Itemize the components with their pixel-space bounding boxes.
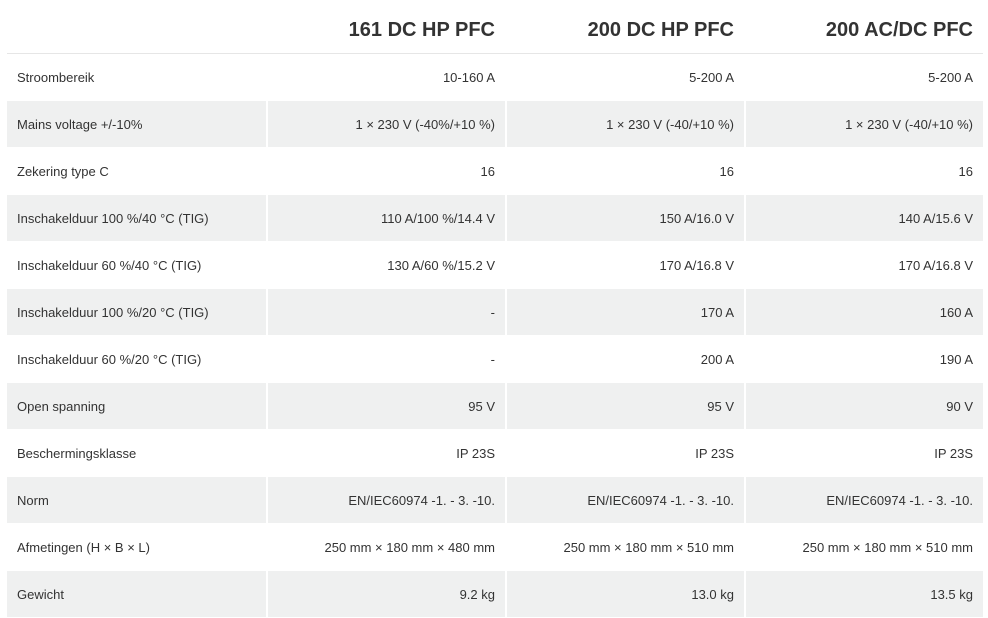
cell-value: 1 × 230 V (-40/+10 %)	[744, 101, 983, 148]
row-label: Gewicht	[7, 571, 266, 618]
header-row: 161 DC HP PFC 200 DC HP PFC 200 AC/DC PF…	[7, 8, 983, 54]
table-header: 161 DC HP PFC 200 DC HP PFC 200 AC/DC PF…	[7, 8, 983, 54]
row-label: Afmetingen (H × B × L)	[7, 524, 266, 571]
table-row: Norm EN/IEC60974 -1. - 3. -10. EN/IEC609…	[7, 477, 983, 524]
table-row: Mains voltage +/-10% 1 × 230 V (-40%/+10…	[7, 101, 983, 148]
cell-value: 9.2 kg	[266, 571, 505, 618]
cell-value: 190 A	[744, 336, 983, 383]
row-label: Zekering type C	[7, 148, 266, 195]
cell-value: IP 23S	[266, 430, 505, 477]
cell-value: 5-200 A	[505, 54, 744, 101]
cell-value: 160 A	[744, 289, 983, 336]
table-row: Open spanning 95 V 95 V 90 V	[7, 383, 983, 430]
cell-value: 1 × 230 V (-40/+10 %)	[505, 101, 744, 148]
row-label: Inschakelduur 60 %/20 °C (TIG)	[7, 336, 266, 383]
row-label: Norm	[7, 477, 266, 524]
header-model-200-dc-hp-pfc: 200 DC HP PFC	[505, 8, 744, 54]
row-label: Beschermingsklasse	[7, 430, 266, 477]
table-row: Gewicht 9.2 kg 13.0 kg 13.5 kg	[7, 571, 983, 618]
table-row: Beschermingsklasse IP 23S IP 23S IP 23S	[7, 430, 983, 477]
cell-value: 16	[266, 148, 505, 195]
cell-value: 200 A	[505, 336, 744, 383]
header-model-200-acdc-pfc: 200 AC/DC PFC	[744, 8, 983, 54]
cell-value: 95 V	[505, 383, 744, 430]
cell-value: 140 A/15.6 V	[744, 195, 983, 242]
cell-value: EN/IEC60974 -1. - 3. -10.	[266, 477, 505, 524]
cell-value: 10-160 A	[266, 54, 505, 101]
table-row: Inschakelduur 100 %/40 °C (TIG) 110 A/10…	[7, 195, 983, 242]
cell-value: -	[266, 336, 505, 383]
row-label: Open spanning	[7, 383, 266, 430]
cell-value: 1 × 230 V (-40%/+10 %)	[266, 101, 505, 148]
cell-value: 16	[505, 148, 744, 195]
cell-value: IP 23S	[744, 430, 983, 477]
cell-value: EN/IEC60974 -1. - 3. -10.	[744, 477, 983, 524]
table-row: Inschakelduur 100 %/20 °C (TIG) - 170 A …	[7, 289, 983, 336]
cell-value: 170 A	[505, 289, 744, 336]
cell-value: IP 23S	[505, 430, 744, 477]
cell-value: 13.5 kg	[744, 571, 983, 618]
spec-table-container: 161 DC HP PFC 200 DC HP PFC 200 AC/DC PF…	[7, 8, 983, 618]
cell-value: 130 A/60 %/15.2 V	[266, 242, 505, 289]
table-row: Stroombereik 10-160 A 5-200 A 5-200 A	[7, 54, 983, 101]
spec-comparison-table: 161 DC HP PFC 200 DC HP PFC 200 AC/DC PF…	[7, 8, 983, 618]
cell-value: -	[266, 289, 505, 336]
cell-value: 95 V	[266, 383, 505, 430]
table-row: Inschakelduur 60 %/20 °C (TIG) - 200 A 1…	[7, 336, 983, 383]
cell-value: 150 A/16.0 V	[505, 195, 744, 242]
cell-value: 250 mm × 180 mm × 510 mm	[505, 524, 744, 571]
cell-value: EN/IEC60974 -1. - 3. -10.	[505, 477, 744, 524]
row-label: Mains voltage +/-10%	[7, 101, 266, 148]
row-label: Stroombereik	[7, 54, 266, 101]
table-row: Afmetingen (H × B × L) 250 mm × 180 mm ×…	[7, 524, 983, 571]
row-label: Inschakelduur 60 %/40 °C (TIG)	[7, 242, 266, 289]
cell-value: 13.0 kg	[505, 571, 744, 618]
cell-value: 110 A/100 %/14.4 V	[266, 195, 505, 242]
cell-value: 5-200 A	[744, 54, 983, 101]
cell-value: 16	[744, 148, 983, 195]
header-empty-cell	[7, 8, 266, 54]
row-label: Inschakelduur 100 %/20 °C (TIG)	[7, 289, 266, 336]
cell-value: 170 A/16.8 V	[744, 242, 983, 289]
cell-value: 170 A/16.8 V	[505, 242, 744, 289]
row-label: Inschakelduur 100 %/40 °C (TIG)	[7, 195, 266, 242]
header-model-161-dc-hp-pfc: 161 DC HP PFC	[266, 8, 505, 54]
cell-value: 90 V	[744, 383, 983, 430]
cell-value: 250 mm × 180 mm × 510 mm	[744, 524, 983, 571]
cell-value: 250 mm × 180 mm × 480 mm	[266, 524, 505, 571]
table-body: Stroombereik 10-160 A 5-200 A 5-200 A Ma…	[7, 54, 983, 618]
table-row: Zekering type C 16 16 16	[7, 148, 983, 195]
table-row: Inschakelduur 60 %/40 °C (TIG) 130 A/60 …	[7, 242, 983, 289]
